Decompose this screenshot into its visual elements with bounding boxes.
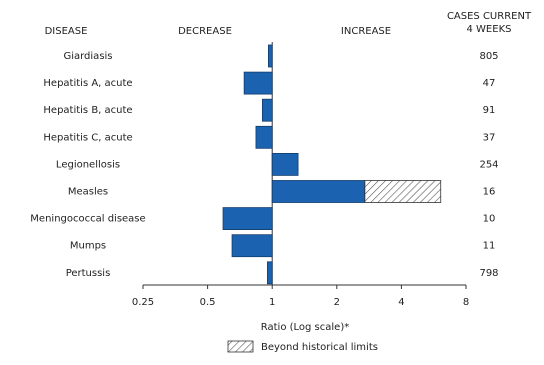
x-tick-label: 2 <box>334 297 340 308</box>
cases-value: 805 <box>479 51 498 62</box>
category-label: Pertussis <box>66 268 111 279</box>
x-tick-label: 8 <box>463 297 469 308</box>
header-decrease: DECREASE <box>178 26 232 37</box>
category-label: Legionellosis <box>56 159 120 170</box>
cases-value: 10 <box>483 214 496 225</box>
category-label: Meningococcal disease <box>30 214 145 225</box>
bar <box>267 261 273 285</box>
x-tick-label: 4 <box>398 297 404 308</box>
bar <box>261 98 273 122</box>
cases-value: 47 <box>483 78 496 89</box>
bar <box>271 180 366 203</box>
x-tick-label: 0.5 <box>200 297 216 308</box>
legend-swatch <box>227 340 254 353</box>
cases-value: 91 <box>483 105 496 116</box>
category-label: Hepatitis A, acute <box>43 78 132 89</box>
header-disease: DISEASE <box>45 26 88 37</box>
bar <box>255 125 273 149</box>
legend-label: Beyond historical limits <box>261 342 378 353</box>
category-label: Mumps <box>70 241 106 252</box>
cases-value: 16 <box>483 187 496 198</box>
x-axis-label: Ratio (Log scale)* <box>261 322 349 333</box>
bar <box>267 44 273 68</box>
bar <box>243 71 273 95</box>
cases-value: 37 <box>483 132 496 143</box>
header-cases: CASES CURRENT <box>447 11 532 22</box>
cases-value: 798 <box>479 268 498 279</box>
bar <box>231 234 273 258</box>
header-cases: 4 WEEKS <box>467 24 512 35</box>
cases-value: 11 <box>483 241 496 252</box>
beyond-limits-bar <box>364 180 442 203</box>
bar <box>271 152 299 176</box>
category-label: Hepatitis B, acute <box>43 105 132 116</box>
category-label: Measles <box>68 187 108 198</box>
header-increase: INCREASE <box>341 26 391 37</box>
category-label: Hepatitis C, acute <box>43 132 132 143</box>
category-label: Giardiasis <box>63 51 112 62</box>
bar <box>222 207 273 231</box>
x-tick-label: 1 <box>269 297 275 308</box>
cases-value: 254 <box>479 159 498 170</box>
x-tick-label: 0.25 <box>132 297 154 308</box>
